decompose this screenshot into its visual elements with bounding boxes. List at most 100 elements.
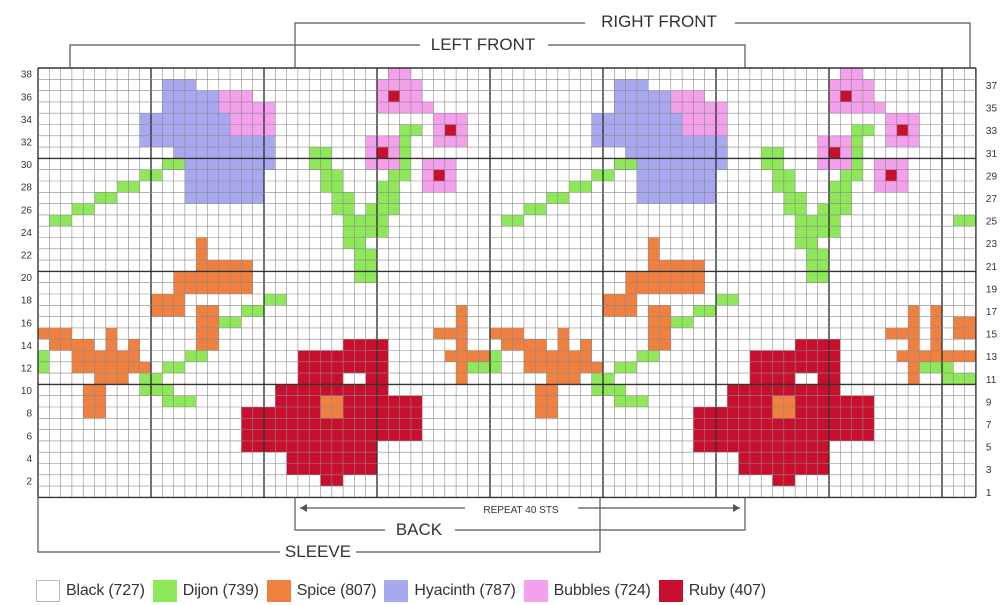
stitch-block-spice: [38, 327, 72, 340]
right-front-bracket: [294, 22, 971, 68]
row-number-right: 21: [986, 262, 998, 273]
legend-label-hyacinth: Hyacinth (787): [414, 582, 516, 599]
row-number-right: 7: [986, 420, 992, 431]
stitch-block-ruby: [297, 418, 377, 475]
row-number-left: 20: [21, 273, 33, 284]
stitch-block-dijon: [614, 395, 649, 407]
stitch-block-dijon: [162, 395, 197, 407]
stitch-block-ruby: [885, 169, 897, 181]
legend-item-hyacinth: Hyacinth (787): [384, 580, 516, 602]
row-number-left: 16: [21, 318, 33, 329]
colored-stitches: [38, 68, 976, 487]
left-front-bracket: [69, 44, 746, 68]
row-number-left: 12: [21, 363, 33, 374]
grid-lines: [37, 67, 977, 499]
stitch-block-spice: [930, 305, 942, 362]
stitch-block-ruby: [433, 169, 445, 181]
swatch-spice: [266, 580, 291, 602]
row-number-right: 13: [986, 352, 998, 363]
legend-label-bubbles: Bubbles (724): [553, 582, 651, 599]
legend-item-bubbles: Bubbles (724): [523, 580, 651, 602]
row-number-right: 5: [986, 443, 992, 454]
stitch-block-ruby: [377, 147, 389, 159]
row-number-right: 31: [986, 149, 998, 160]
legend-label-dijon: Dijon (739): [182, 582, 259, 599]
repeat-label: REPEAT 40 STS: [483, 505, 559, 516]
stitch-block-hyacinth: [636, 147, 671, 204]
swatch-ruby: [658, 580, 683, 602]
row-number-right: 9: [986, 397, 992, 408]
stitch-block-hyacinth: [184, 147, 219, 204]
stitch-block-dijon: [399, 135, 411, 170]
section-brackets: [37, 22, 971, 553]
row-number-left: 38: [21, 70, 33, 81]
left-front-label: LEFT FRONT: [431, 35, 536, 54]
stitch-block-dijon: [591, 384, 626, 396]
row-number-right: 33: [986, 126, 998, 137]
stitch-block-spice: [196, 237, 208, 272]
row-numbers: 3836343230282624222018161412108642373533…: [21, 70, 998, 499]
stitch-block-ruby: [829, 147, 841, 159]
stitch-block-spice: [456, 305, 468, 362]
legend-item-spice: Spice (807): [266, 580, 377, 602]
row-number-left: 28: [21, 183, 33, 194]
legend-label-black: Black (727): [66, 582, 145, 599]
back-bracket: [294, 497, 746, 531]
swatch-hyacinth: [384, 580, 409, 602]
sleeve-bracket: [37, 497, 601, 553]
row-number-left: 18: [21, 296, 33, 307]
row-number-right: 29: [986, 171, 998, 182]
row-number-right: 23: [986, 239, 998, 250]
stitch-block-ruby: [840, 90, 852, 102]
stitch-block-ruby: [444, 124, 457, 136]
row-number-right: 25: [986, 217, 998, 228]
row-number-left: 32: [21, 137, 33, 148]
legend-label-spice: Spice (807): [296, 582, 377, 599]
row-number-right: 35: [986, 104, 998, 115]
row-number-left: 8: [26, 409, 32, 420]
swatch-dijon: [152, 580, 177, 602]
repeat-arrow-right-head: [733, 504, 740, 512]
stitch-block-spice: [569, 361, 603, 374]
row-number-left: 30: [21, 160, 33, 171]
stitch-block-spice: [433, 327, 468, 340]
stitch-block-ruby: [896, 124, 909, 136]
stitch-block-spice: [490, 327, 524, 340]
row-number-right: 1: [986, 488, 992, 499]
stitch-block-spice: [648, 237, 660, 272]
row-number-right: 27: [986, 194, 998, 205]
row-number-left: 24: [21, 228, 33, 239]
row-number-left: 34: [21, 115, 33, 126]
row-number-left: 26: [21, 205, 33, 216]
stitch-block-spice: [117, 361, 151, 374]
stitch-block-spice: [885, 327, 920, 340]
sleeve-label: SLEEVE: [285, 542, 351, 561]
repeat-arrow-left-head: [300, 504, 307, 512]
row-number-right: 15: [986, 330, 998, 341]
row-number-right: 11: [986, 375, 997, 386]
legend-item-black: Black (727): [36, 580, 145, 602]
swatch-black: [36, 580, 60, 602]
row-number-left: 22: [21, 250, 33, 261]
legend-item-dijon: Dijon (739): [152, 580, 259, 602]
legend-label-ruby: Ruby (407): [688, 582, 766, 599]
row-number-left: 14: [21, 341, 33, 352]
row-number-right: 37: [986, 81, 998, 92]
row-number-left: 10: [21, 386, 33, 397]
stitch-block-ruby: [749, 418, 829, 475]
right-front-label: RIGHT FRONT: [601, 12, 717, 31]
row-number-left: 2: [26, 476, 32, 487]
row-number-right: 17: [986, 307, 998, 318]
stitch-block-spice: [94, 373, 129, 385]
row-number-left: 4: [26, 454, 32, 465]
stitch-block-spice: [908, 305, 920, 362]
stitch-block-dijon: [139, 384, 174, 396]
stitch-block-dijon: [851, 135, 863, 170]
row-number-right: 3: [986, 465, 992, 476]
legend-item-ruby: Ruby (407): [658, 580, 766, 602]
stitch-block-dijon: [942, 361, 954, 374]
color-legend: Black (727) Dijon (739) Spice (807) Hyac…: [36, 578, 774, 604]
stitch-block-spice: [546, 373, 581, 385]
row-number-right: 19: [986, 284, 998, 295]
swatch-bubbles: [523, 580, 548, 602]
